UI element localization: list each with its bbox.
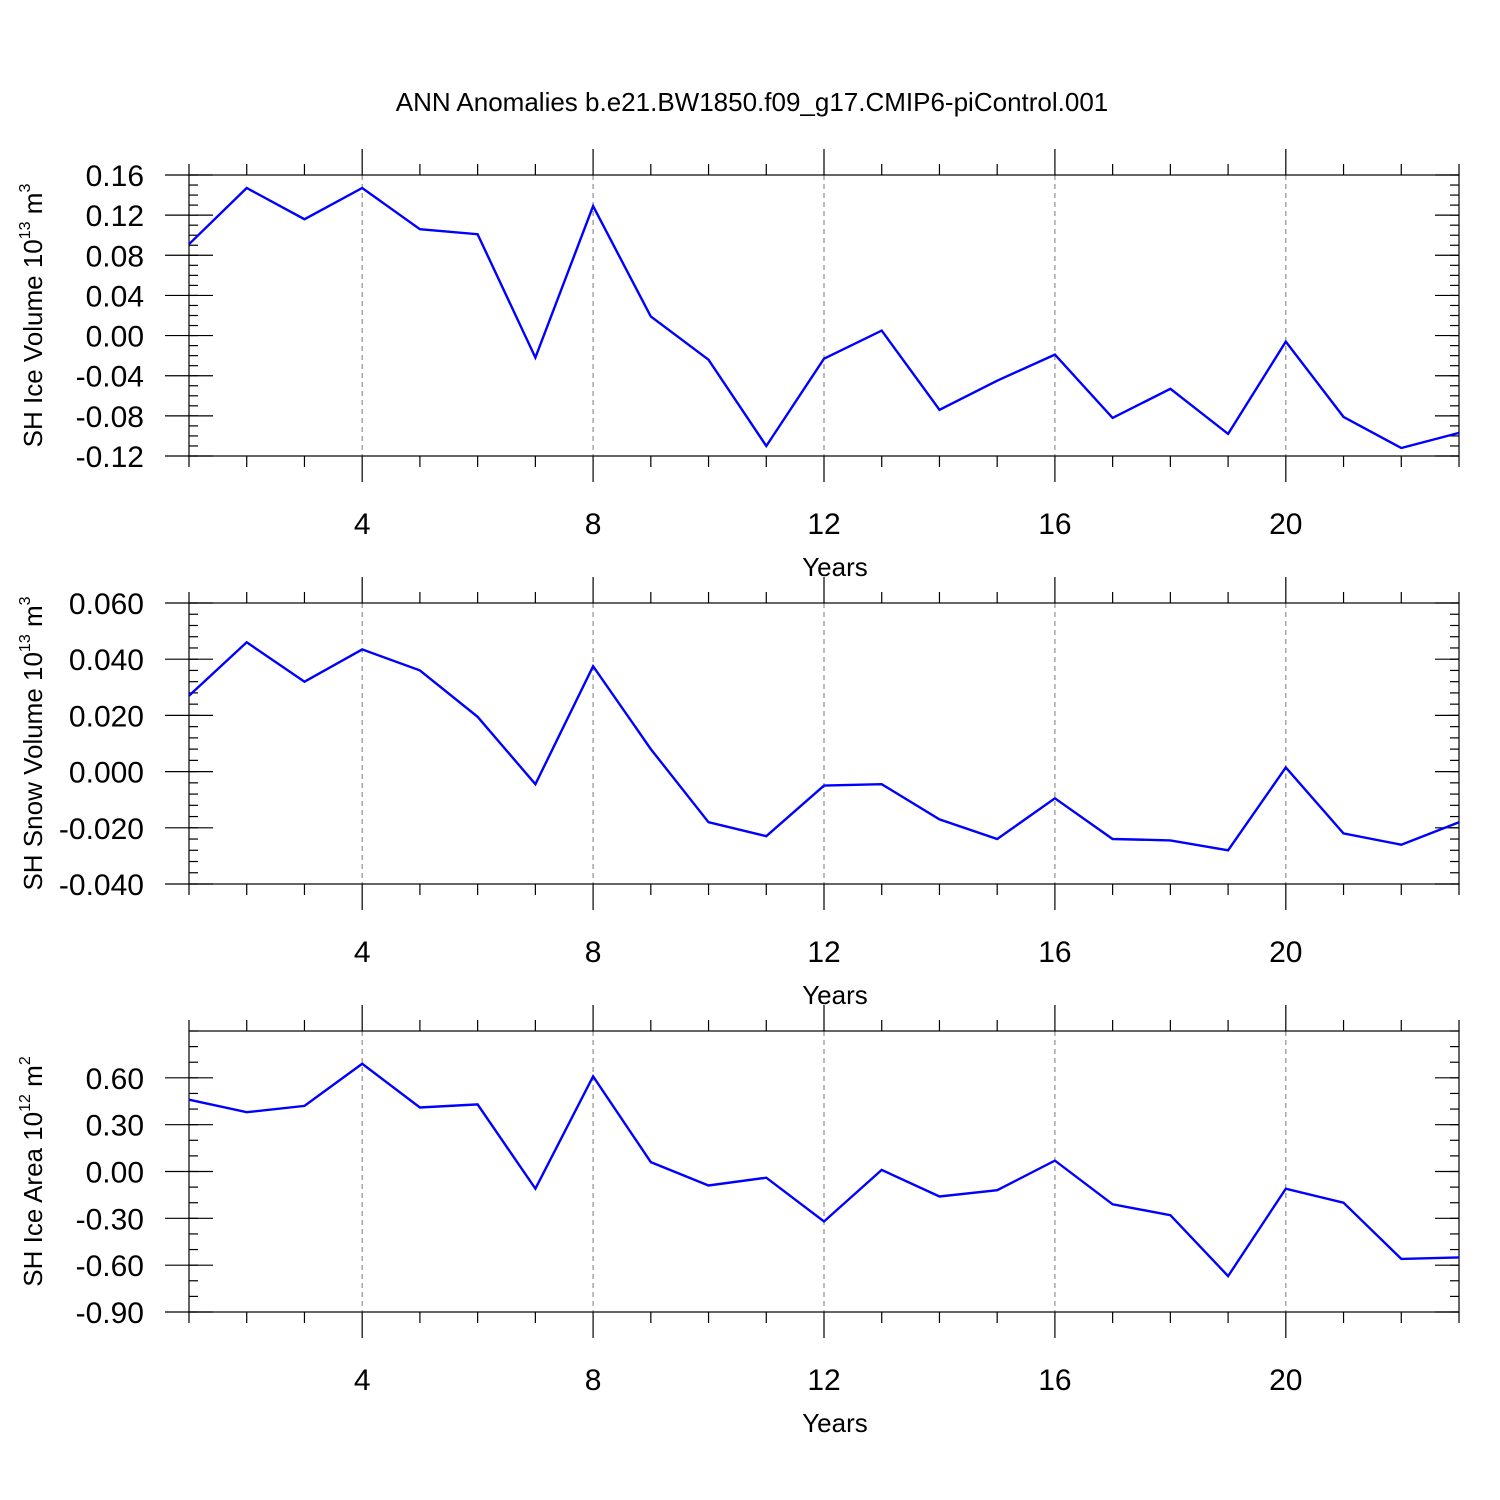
series-line (188, 640, 1460, 852)
x-tick-label: 16 (1038, 508, 1071, 541)
x-tick-label: 12 (807, 936, 840, 969)
x-tick-label: 4 (354, 1364, 371, 1397)
y-tick-label: 0.060 (69, 588, 144, 621)
y-tick-label: 0.08 (86, 240, 144, 273)
chart-panels: -0.12 -0.08 -0.04 0.00 0.04 0.08 0.12 0.16 4 8 12 1… (17, 149, 1460, 1438)
x-tick-label: 20 (1269, 508, 1302, 541)
x-axis-label: Years (802, 1408, 868, 1438)
x-tick-label: 20 (1269, 936, 1302, 969)
y-tick-label: -0.04 (76, 361, 144, 394)
y-tick-label: 0.30 (86, 1110, 144, 1143)
y-tick-label: 0.16 (86, 160, 144, 193)
x-tick-label: 16 (1038, 936, 1071, 969)
x-axis-label: Years (802, 980, 868, 1010)
y-tick-label: 0.00 (86, 321, 144, 354)
x-tick-label: 8 (585, 936, 602, 969)
x-tick-label: 12 (807, 508, 840, 541)
y-tick-label: 0.04 (86, 280, 144, 313)
y-tick-label: -0.12 (76, 441, 144, 474)
x-tick-label: 4 (354, 508, 371, 541)
y-tick-label: -0.040 (59, 869, 144, 902)
y-tick-label: -0.020 (59, 813, 144, 846)
x-tick-label: 4 (354, 936, 371, 969)
y-tick-label: 0.00 (86, 1157, 144, 1190)
panel-2: -0.040 -0.020 0.000 0.020 0.040 0.060 4 8 12 16 20… (17, 577, 1460, 1010)
x-tick-label: 8 (585, 1364, 602, 1397)
chart-title: ANN Anomalies b.e21.BW1850.f09_g17.CMIP6… (396, 87, 1109, 117)
y-tick-label: 0.12 (86, 200, 144, 233)
y-tick-label: 0.020 (69, 700, 144, 733)
y-axis-label: SH Snow Volume 1013 m3 (17, 596, 48, 890)
y-tick-label: 0.000 (69, 757, 144, 790)
y-tick-label: -0.30 (76, 1203, 144, 1236)
panel-1: -0.12 -0.08 -0.04 0.00 0.04 0.08 0.12 0.16 4 8 12 1… (17, 149, 1460, 582)
y-axis-label: SH Ice Area 1012 m2 (17, 1056, 48, 1287)
y-tick-label: 0.040 (69, 644, 144, 677)
x-axis-label: Years (802, 552, 868, 582)
y-axis-label: SH Ice Volume 1013 m3 (17, 184, 48, 448)
series-line (188, 186, 1460, 450)
y-tick-label: -0.08 (76, 401, 144, 434)
x-tick-label: 12 (807, 1364, 840, 1397)
y-tick-label: -0.60 (76, 1250, 144, 1283)
x-tick-label: 8 (585, 508, 602, 541)
x-tick-label: 20 (1269, 1364, 1302, 1397)
series-line (188, 1062, 1460, 1279)
x-tick-label: 16 (1038, 1364, 1071, 1397)
y-tick-label: -0.90 (76, 1297, 144, 1330)
panel-3: -0.90 -0.60 -0.30 0.00 0.30 0.60 4 8 12 16 20 Years… (17, 1005, 1460, 1438)
y-tick-label: 0.60 (86, 1063, 144, 1096)
